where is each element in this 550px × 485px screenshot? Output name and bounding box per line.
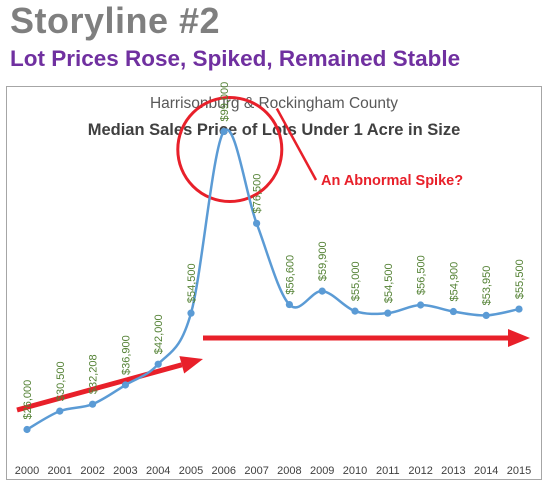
data-label-2008: $56,600 bbox=[284, 255, 296, 295]
storyline-title: Storyline #2 bbox=[10, 0, 221, 41]
data-label-2006: $99,000 bbox=[219, 82, 231, 122]
data-point-2006 bbox=[220, 127, 228, 136]
x-axis-ticks: 2000 2001 2002 2003 2004 2005 2006 2007 2008 2009… bbox=[15, 465, 531, 477]
x-tick-2006: 2006 bbox=[212, 465, 236, 477]
rising-trend-arrow bbox=[16, 356, 203, 413]
data-point-2008 bbox=[285, 300, 293, 309]
data-point-2005 bbox=[187, 309, 195, 317]
chart-frame bbox=[6, 86, 542, 480]
x-tick-2004: 2004 bbox=[146, 465, 170, 477]
x-tick-2008: 2008 bbox=[277, 465, 301, 477]
chart-subtitle: Harrisonburg & Rockingham County bbox=[150, 95, 398, 112]
data-point-2014 bbox=[482, 311, 490, 320]
data-point-2000 bbox=[23, 425, 31, 434]
data-label-2010: $55,000 bbox=[350, 261, 362, 301]
data-label-2001: $30,500 bbox=[55, 361, 67, 401]
data-label-2002: $32,208 bbox=[88, 354, 100, 394]
data-point-2001 bbox=[56, 407, 64, 415]
data-label-2013: $54,900 bbox=[448, 262, 460, 302]
x-tick-2002: 2002 bbox=[80, 465, 104, 477]
storyline-subtitle: Lot Prices Rose, Spiked, Remained Stable bbox=[10, 46, 461, 71]
data-label-2005: $54,500 bbox=[186, 263, 198, 303]
data-point-2015 bbox=[515, 305, 523, 313]
x-tick-2011: 2011 bbox=[376, 465, 400, 477]
data-point-2010 bbox=[351, 307, 359, 315]
data-label-2007: $76,500 bbox=[252, 174, 264, 214]
x-tick-2014: 2014 bbox=[474, 465, 498, 477]
data-point-2011 bbox=[384, 309, 392, 317]
data-point-2003 bbox=[121, 381, 129, 389]
x-tick-2015: 2015 bbox=[507, 465, 531, 477]
data-label-2009: $59,900 bbox=[317, 241, 329, 281]
x-tick-2013: 2013 bbox=[441, 465, 465, 477]
x-tick-2009: 2009 bbox=[310, 465, 334, 477]
data-label-group: $26,000 $30,500 $32,208 $36,900 $42,000 $54,5… bbox=[22, 82, 526, 420]
x-tick-2012: 2012 bbox=[408, 465, 432, 477]
data-point-2013 bbox=[449, 307, 457, 316]
stable-trend-arrow bbox=[203, 329, 530, 347]
data-point-2004 bbox=[154, 360, 162, 368]
data-point-2002 bbox=[89, 400, 97, 408]
data-point-2009 bbox=[318, 287, 326, 295]
spike-highlight-circle bbox=[176, 95, 284, 203]
x-tick-2010: 2010 bbox=[343, 465, 367, 477]
data-label-2011: $54,500 bbox=[383, 263, 395, 303]
x-tick-2003: 2003 bbox=[113, 465, 137, 477]
x-tick-2005: 2005 bbox=[179, 465, 203, 477]
annotation-group bbox=[16, 95, 530, 413]
annotation-text: An Abnormal Spike? bbox=[321, 173, 463, 189]
data-point-2012 bbox=[417, 301, 425, 309]
x-tick-2001: 2001 bbox=[48, 465, 72, 477]
x-tick-2000: 2000 bbox=[15, 465, 39, 477]
data-label-2003: $36,900 bbox=[120, 335, 132, 375]
series-group bbox=[23, 127, 523, 434]
data-label-2014: $53,950 bbox=[481, 266, 493, 306]
data-label-2004: $42,000 bbox=[153, 314, 165, 354]
data-label-2000: $26,000 bbox=[22, 380, 34, 420]
data-label-2015: $55,500 bbox=[514, 259, 526, 299]
x-tick-2007: 2007 bbox=[244, 465, 268, 477]
annotation-connector bbox=[275, 107, 318, 181]
data-point-2007 bbox=[253, 219, 261, 227]
data-label-2012: $56,500 bbox=[416, 255, 428, 295]
